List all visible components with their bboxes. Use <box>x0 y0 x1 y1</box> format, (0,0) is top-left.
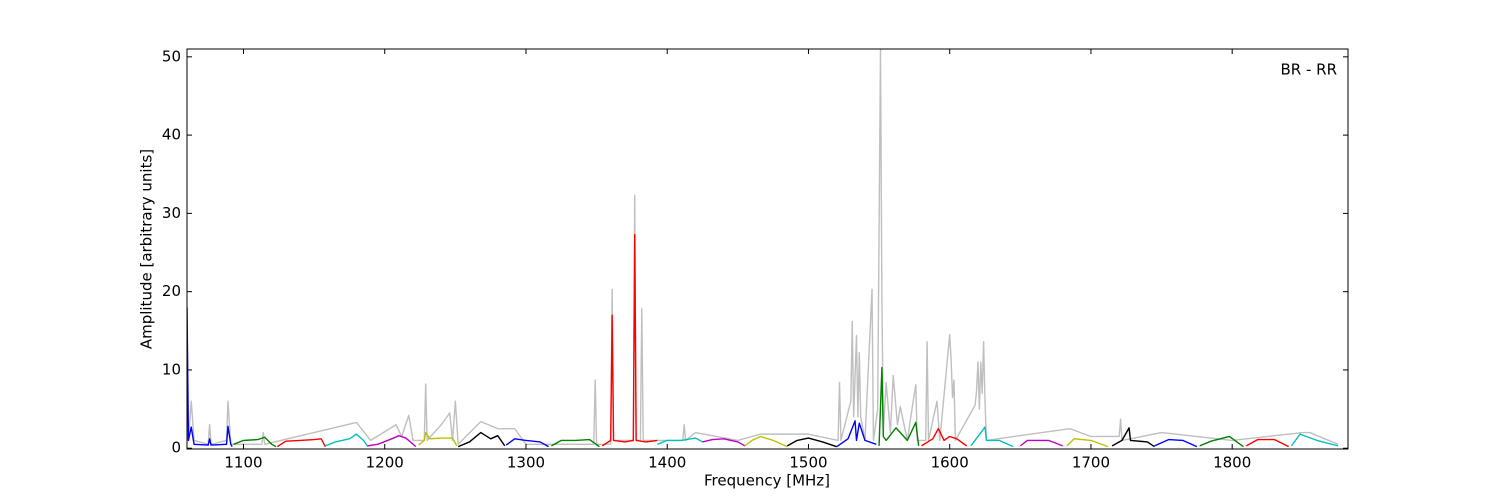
series-line <box>1066 438 1109 448</box>
x-tick-label: 1200 <box>366 454 404 472</box>
y-tick-label: 30 <box>162 204 181 222</box>
series-line <box>601 233 658 447</box>
y-tick-label: 0 <box>171 439 181 457</box>
x-tick-label: 1600 <box>931 454 969 472</box>
series-line <box>702 438 746 447</box>
x-tick-label: 1700 <box>1072 454 1110 472</box>
y-tick-label: 10 <box>162 360 181 378</box>
series-line <box>505 438 549 448</box>
plot-lines <box>187 49 1339 448</box>
series-line <box>878 366 920 446</box>
y-tick-label: 20 <box>162 282 181 300</box>
series-line <box>786 437 837 448</box>
series-line <box>187 307 233 448</box>
series-line <box>325 433 369 448</box>
x-tick-label: 1300 <box>507 454 545 472</box>
series-line <box>187 49 1339 445</box>
series-line <box>551 438 600 448</box>
series-line <box>744 435 788 448</box>
annotation: BR - RR <box>1280 61 1337 79</box>
series-line <box>418 431 458 447</box>
y-axis-label: Amplitude [arbitrary units] <box>138 149 156 349</box>
series-line <box>457 431 506 448</box>
series-line <box>277 438 327 448</box>
x-axis-label: Frequency [MHz] <box>704 472 830 490</box>
series-line <box>970 426 1014 448</box>
y-tick-label: 50 <box>162 47 181 65</box>
series-line <box>657 437 703 445</box>
series-line <box>1245 438 1289 448</box>
series-line <box>1290 433 1339 447</box>
x-tick-label: 1800 <box>1213 454 1251 472</box>
series-line <box>233 436 277 448</box>
x-tick-label: 1400 <box>648 454 686 472</box>
x-tick-label: 1500 <box>789 454 827 472</box>
plot-frame <box>186 48 1349 450</box>
series-line <box>367 434 417 448</box>
y-tick-label: 40 <box>162 126 181 144</box>
series-line <box>1019 439 1063 447</box>
series-line <box>1199 435 1244 448</box>
series-line <box>1154 438 1198 448</box>
series-line <box>836 420 877 448</box>
x-tick-label: 1100 <box>224 454 262 472</box>
series-line <box>1111 427 1155 448</box>
series-line <box>921 427 968 447</box>
